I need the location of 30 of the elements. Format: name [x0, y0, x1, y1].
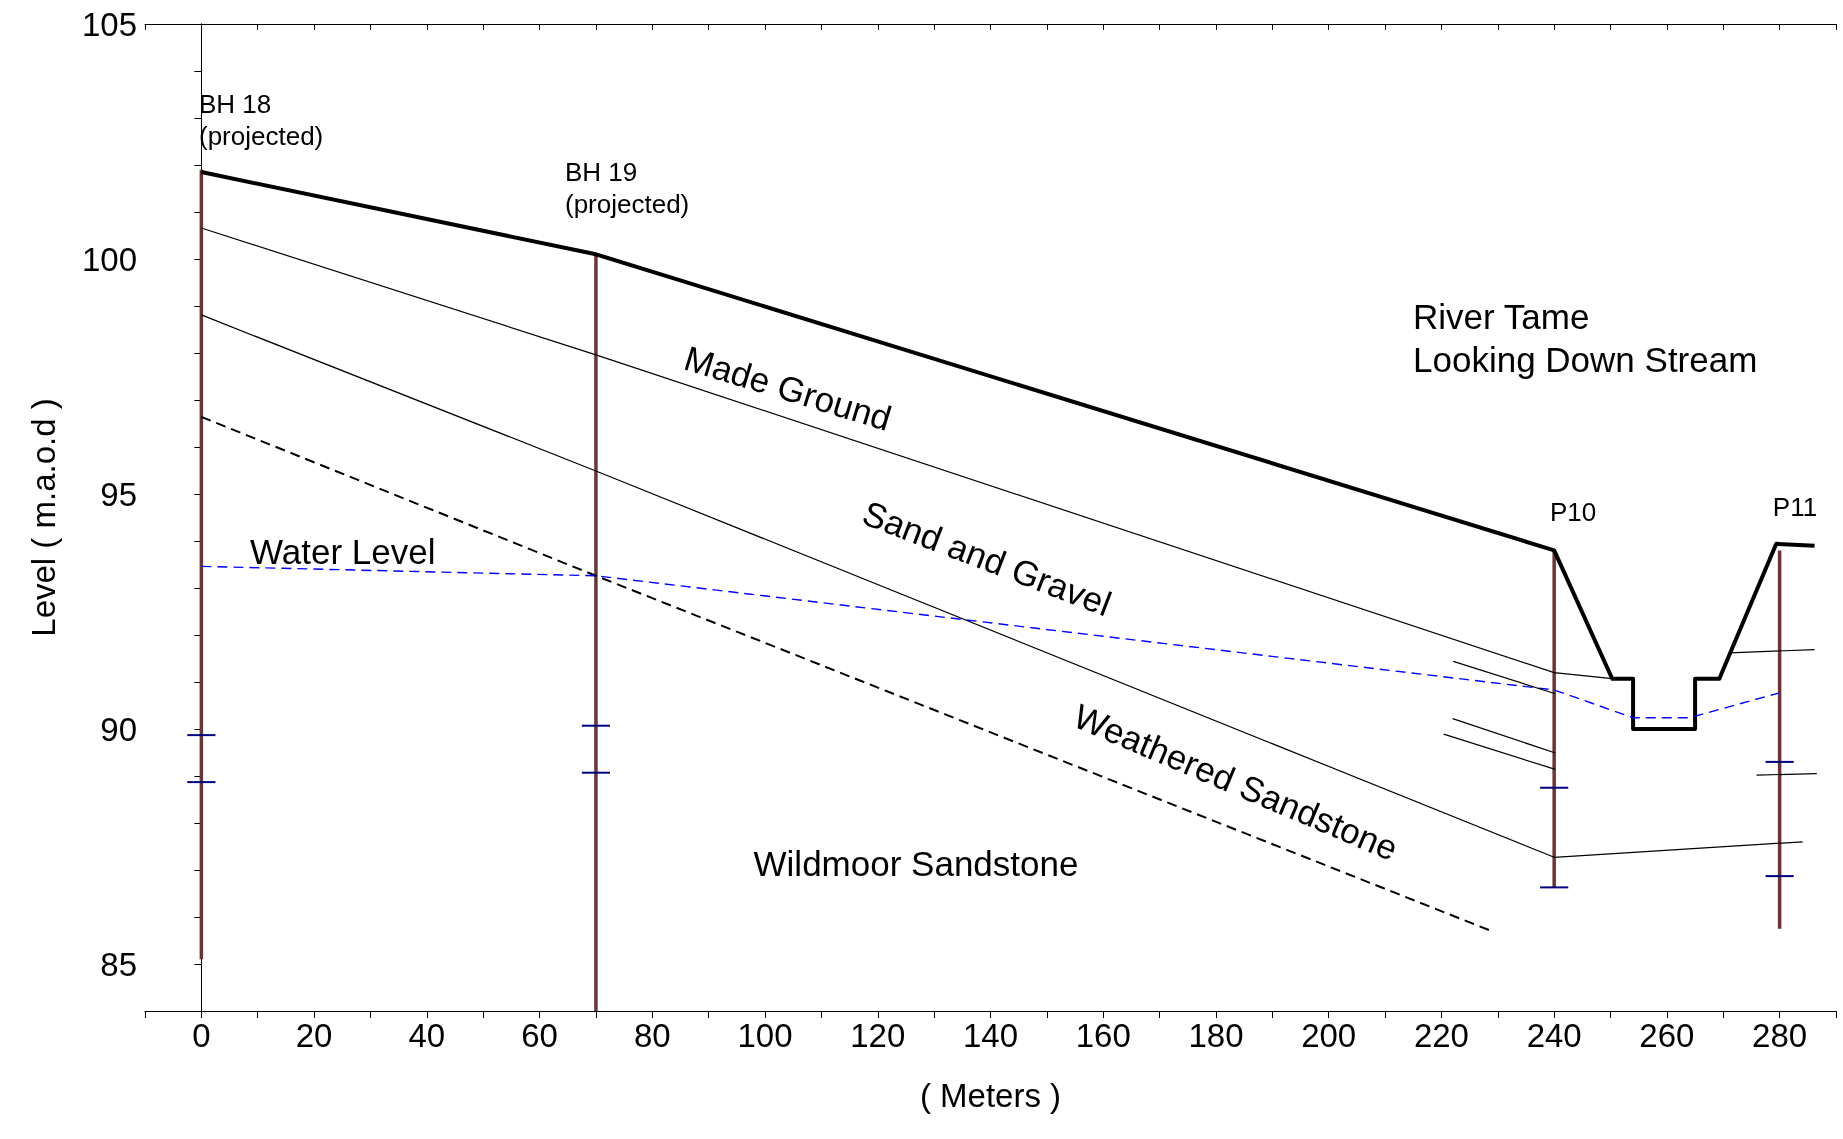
- x-tick-label: 240: [1526, 1017, 1582, 1054]
- annotation: BH 19 (projected): [565, 156, 690, 220]
- x-tick-label: 160: [1075, 1017, 1131, 1054]
- x-tick-label: 260: [1639, 1017, 1695, 1054]
- x-tick-label: 100: [737, 1017, 793, 1054]
- y-tick-label: 85: [100, 945, 137, 983]
- x-tick-label: 0: [192, 1017, 211, 1054]
- annotation: Sand and Gravel: [857, 492, 1117, 624]
- x-tick-label: 200: [1301, 1017, 1357, 1054]
- annotation: Water Level: [250, 531, 436, 571]
- x-tick-label: 120: [850, 1017, 906, 1054]
- y-axis-title: Level ( m.a.o.d ): [25, 398, 62, 637]
- x-tick-label: 60: [521, 1017, 558, 1054]
- y-tick-label: 95: [100, 475, 137, 513]
- annotation: Wildmoor Sandstone: [753, 843, 1079, 883]
- y-tick-label: 105: [81, 5, 137, 43]
- y-tick-label: 100: [81, 240, 137, 278]
- x-tick-label: 40: [408, 1017, 446, 1054]
- annotation: River Tame Looking Down Stream: [1413, 296, 1758, 380]
- x-tick-label: 140: [962, 1017, 1019, 1054]
- x-axis-title: ( Meters ): [919, 1077, 1062, 1114]
- x-tick-label: 180: [1188, 1017, 1244, 1054]
- annotation: P11: [1772, 492, 1818, 522]
- x-tick-label: 220: [1413, 1017, 1469, 1054]
- x-tick-label: 20: [295, 1017, 333, 1054]
- x-tick-label: 80: [633, 1017, 671, 1054]
- annotation: Made Ground: [680, 338, 896, 438]
- y-tick-label: 90: [100, 710, 137, 748]
- annotation: P10: [1549, 497, 1597, 527]
- x-tick-label: 280: [1752, 1017, 1808, 1054]
